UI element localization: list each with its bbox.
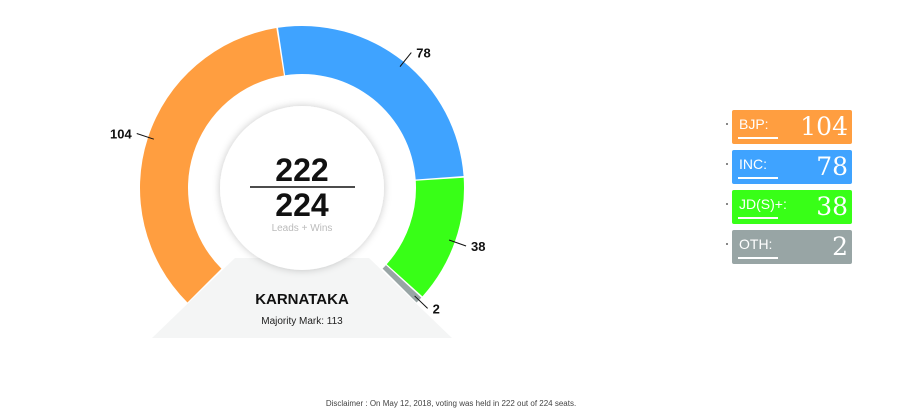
disclaimer: Disclaimer : On May 12, 2018, voting was…	[325, 399, 577, 408]
legend-label-oth: OTH:	[739, 236, 773, 252]
legend-item-jds: JD(S)+: 38	[726, 190, 852, 224]
leader-line	[136, 133, 154, 140]
legend-item-inc: INC: 78	[726, 150, 852, 184]
legend-item-oth: OTH: 2	[726, 230, 852, 264]
center-caption: Leads + Wins	[272, 223, 333, 234]
legend-value-bjp: 104	[800, 112, 848, 141]
legend-item-bjp: BJP: 104	[726, 110, 852, 144]
arc-jds	[386, 177, 464, 297]
leader-line	[448, 239, 467, 247]
legend-tick	[726, 203, 728, 205]
leader-line	[399, 52, 412, 67]
legend-value-oth: 2	[832, 232, 848, 261]
legend-label-inc: INC:	[739, 156, 767, 172]
leader-line	[414, 295, 428, 309]
center-denominator: 224	[275, 187, 329, 223]
center-numerator: 222	[275, 152, 328, 188]
value-label-jds: 38	[471, 239, 485, 254]
value-label-bjp: 104	[110, 127, 132, 142]
legend-label-bjp: BJP:	[739, 116, 769, 132]
legend-underline	[738, 137, 778, 139]
arc-inc	[278, 26, 464, 180]
legend-underline	[738, 217, 778, 219]
legend-tick	[726, 243, 728, 245]
state-name: KARNATAKA	[255, 291, 349, 308]
legend-underline	[738, 257, 778, 259]
legend-value-jds: 38	[816, 192, 848, 221]
value-label-inc: 78	[416, 46, 430, 61]
legend-tick	[726, 163, 728, 165]
legend-label-jds: JD(S)+:	[739, 196, 787, 212]
arc-bjp	[140, 28, 284, 303]
legend-underline	[738, 177, 778, 179]
legend: BJP: 104 INC: 78 JD(S)+: 38 OTH: 2	[726, 110, 852, 270]
arc-oth	[382, 265, 422, 303]
legend-tick	[726, 123, 728, 125]
majority-mark: Majority Mark: 113	[261, 316, 343, 327]
state-base	[152, 258, 452, 338]
center-circle	[220, 106, 384, 270]
legend-value-inc: 78	[816, 152, 848, 181]
value-label-oth: 2	[433, 301, 440, 316]
